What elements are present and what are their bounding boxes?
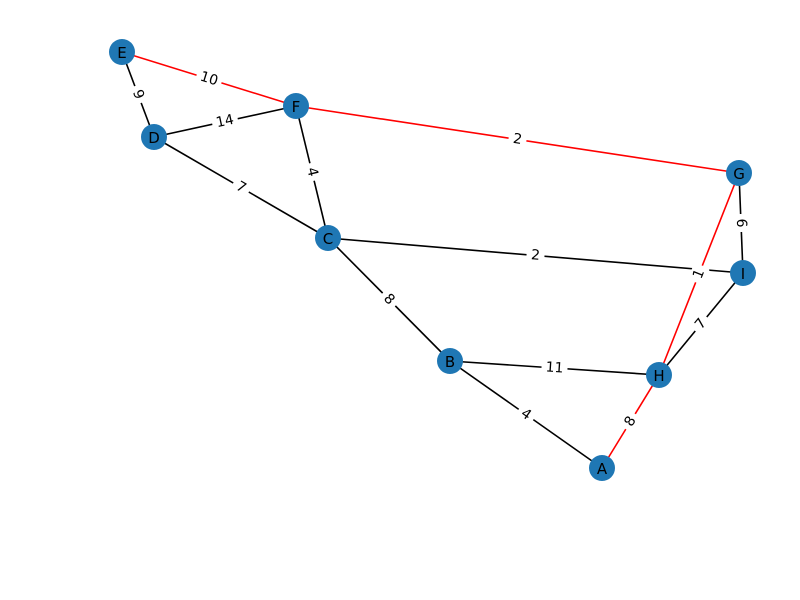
node-label-F: F [292, 98, 301, 116]
edge-weight-bbox [302, 161, 322, 183]
edge-weight-bbox [377, 288, 401, 311]
edges-layer [121, 51, 744, 469]
node-label-E: E [117, 44, 126, 62]
node-label-G: G [733, 165, 745, 183]
edge-weight-text: 4 [303, 166, 321, 179]
edge-weight-bbox [689, 312, 713, 336]
edge-weight-G-H: 1 [688, 263, 710, 285]
edge-weight-F-C: 4 [302, 161, 322, 183]
edge-weight-bbox [507, 130, 528, 149]
edge-weight-bbox [526, 246, 545, 265]
edge-weight-C-I: 2 [526, 246, 545, 265]
edge-weight-text: 2 [512, 131, 523, 148]
edge-weight-bbox [127, 83, 149, 106]
edge-weight-C-B: 8 [377, 288, 401, 311]
edge-weight-bbox [688, 263, 710, 285]
node-D [141, 124, 167, 150]
nodes-layer: A B C D E F G H I [109, 39, 756, 481]
edge-weight-bbox [514, 403, 538, 426]
edge-weight-bbox [619, 410, 642, 433]
node-label-D: D [148, 129, 160, 147]
node-A [589, 455, 615, 481]
edge-weight-text: 2 [530, 247, 540, 264]
edge-weight-bbox [732, 213, 750, 233]
edge-weight-text: 10 [198, 69, 220, 90]
node-F [283, 93, 309, 119]
node-I [730, 260, 756, 286]
node-label-A: A [597, 460, 608, 478]
node-label-B: B [445, 353, 455, 371]
node-E [109, 39, 135, 65]
node-label-H: H [653, 367, 664, 385]
edge-weight-I-H: 7 [689, 312, 713, 336]
edge-weight-E-F: 10 [194, 67, 224, 91]
edge-weight-text: 14 [215, 112, 236, 131]
edge-labels-layer: 10 9 14 2 4 7 2 8 6 1 7 11 4 8 [127, 67, 750, 433]
node-C [315, 225, 341, 251]
edge-weight-bbox [541, 358, 568, 378]
edge-weight-B-A: 4 [514, 403, 538, 426]
edge-weight-D-F: 14 [211, 110, 239, 133]
edge-weight-E-D: 9 [127, 83, 149, 106]
edge-weight-F-G: 2 [507, 130, 528, 149]
edge-weight-G-I: 6 [732, 213, 750, 233]
edge-weight-D-C: 7 [230, 176, 252, 199]
node-label-I: I [741, 265, 745, 283]
edge-weight-bbox [230, 176, 252, 199]
node-label-C: C [323, 230, 333, 248]
edge-weight-text: 11 [545, 359, 564, 376]
edge-weight-bbox [194, 67, 224, 91]
edge-weight-A-H: 8 [619, 410, 642, 433]
edge-weight-B-H: 11 [541, 358, 568, 378]
edge-weight-text: 6 [733, 218, 749, 228]
edge-weight-bbox [211, 110, 239, 133]
node-H [646, 362, 672, 388]
node-G [726, 160, 752, 186]
node-B [437, 348, 463, 374]
